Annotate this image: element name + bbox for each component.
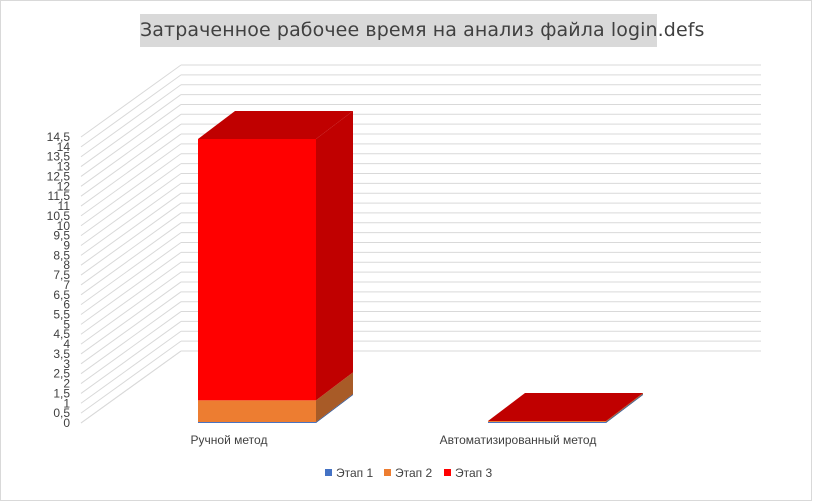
y-tick-label: 8 bbox=[63, 258, 70, 272]
y-tick-label: 0 bbox=[63, 416, 70, 430]
bar-side bbox=[606, 394, 643, 423]
y-tick-label: 5 bbox=[63, 317, 70, 331]
gridline-side bbox=[80, 163, 182, 237]
y-tick-label: 14 bbox=[57, 140, 71, 154]
gridline-side bbox=[80, 281, 182, 355]
y-tick-label: 4 bbox=[63, 337, 70, 351]
bar-top bbox=[198, 110, 353, 139]
y-axis-ticks: 00,511,522,533,544,555,566,577,588,599,5… bbox=[47, 130, 71, 430]
legend: Этап 1 Этап 2 Этап 3 bbox=[325, 466, 492, 480]
y-tick-label: 12 bbox=[57, 179, 71, 193]
bar-side bbox=[316, 372, 353, 423]
gridline-side bbox=[80, 113, 182, 187]
y-tick-label: 2 bbox=[63, 377, 70, 391]
y-tick-label: 3,5 bbox=[53, 347, 70, 361]
y-tick-label: 7 bbox=[63, 278, 70, 292]
y-tick-label: 1 bbox=[63, 396, 70, 410]
gridline-side bbox=[80, 173, 182, 246]
bars bbox=[198, 110, 643, 423]
gridline-side bbox=[80, 64, 182, 138]
y-tick-label: 6,5 bbox=[53, 288, 70, 302]
gridline-side bbox=[80, 271, 182, 345]
bar-side bbox=[316, 394, 353, 423]
gridline-side bbox=[80, 261, 182, 335]
y-tick-label: 10,5 bbox=[47, 209, 71, 223]
gridline-side bbox=[80, 301, 182, 375]
gridline-side bbox=[80, 340, 182, 414]
y-tick-label: 6 bbox=[63, 298, 70, 312]
y-tick-label: 13,5 bbox=[47, 150, 71, 164]
gridline-side bbox=[80, 143, 182, 217]
legend-label: Этап 3 bbox=[455, 466, 492, 480]
gridline-side bbox=[80, 311, 182, 384]
bar-segment bbox=[198, 372, 353, 423]
gridline-side bbox=[80, 104, 182, 177]
chart-title: Затраченное рабочее время на анализ файл… bbox=[140, 19, 705, 41]
gridline-side bbox=[80, 232, 182, 306]
y-tick-label: 10 bbox=[57, 219, 71, 233]
gridline-side bbox=[80, 212, 182, 286]
legend-swatch bbox=[384, 469, 391, 476]
legend-item: Этап 3 bbox=[444, 466, 492, 480]
gridline-side bbox=[80, 84, 182, 158]
legend-item: Этап 1 bbox=[325, 466, 373, 480]
bar-front bbox=[488, 422, 606, 423]
y-tick-label: 11 bbox=[58, 199, 71, 213]
bar-side bbox=[606, 393, 643, 423]
bar-segment bbox=[488, 393, 643, 423]
bar-segment bbox=[488, 394, 643, 423]
y-tick-label: 14,5 bbox=[47, 130, 71, 144]
category-label: Автоматизированный метод bbox=[440, 433, 597, 447]
y-tick-label: 11,5 bbox=[48, 189, 71, 203]
gridline-side bbox=[80, 182, 182, 256]
bar-front bbox=[198, 422, 316, 423]
bar-top bbox=[488, 393, 643, 422]
gridline-side bbox=[80, 192, 182, 266]
legend-swatch bbox=[444, 469, 451, 476]
floor-edge bbox=[80, 350, 182, 424]
gridline-side bbox=[80, 133, 182, 207]
gridline-side bbox=[80, 153, 182, 227]
legend-label: Этап 2 bbox=[395, 466, 432, 480]
gridline-side bbox=[80, 94, 182, 167]
gridline-side bbox=[80, 222, 182, 296]
gridline-side bbox=[80, 74, 182, 148]
bar-segment bbox=[198, 110, 353, 401]
gridline-side bbox=[80, 330, 182, 404]
y-tick-label: 3 bbox=[63, 357, 70, 371]
y-tick-label: 7,5 bbox=[53, 268, 70, 282]
y-tick-label: 8,5 bbox=[53, 248, 70, 262]
y-tick-label: 4,5 bbox=[53, 327, 70, 341]
category-label: Ручной метод bbox=[191, 433, 268, 447]
gridline-side bbox=[80, 251, 182, 325]
gridline-side bbox=[80, 242, 182, 315]
bar-side bbox=[316, 110, 353, 401]
legend-item: Этап 2 bbox=[384, 466, 432, 480]
chart-title-box: Затраченное рабочее время на анализ файл… bbox=[140, 14, 705, 47]
y-tick-label: 12,5 bbox=[47, 169, 71, 183]
bar-front bbox=[198, 138, 316, 401]
y-tick-label: 0,5 bbox=[53, 406, 70, 420]
bar-front bbox=[488, 421, 606, 423]
gridlines bbox=[80, 64, 761, 424]
gridline-side bbox=[80, 123, 182, 197]
gridline-side bbox=[80, 291, 182, 365]
legend-swatch bbox=[325, 469, 332, 476]
gridline-side bbox=[80, 321, 182, 394]
y-tick-label: 5,5 bbox=[53, 308, 70, 322]
y-tick-label: 1,5 bbox=[53, 386, 70, 400]
y-tick-label: 2,5 bbox=[53, 367, 70, 381]
y-tick-label: 9 bbox=[63, 238, 70, 252]
bar-front bbox=[198, 400, 316, 423]
gridline-side bbox=[80, 202, 182, 276]
y-tick-label: 9,5 bbox=[53, 229, 70, 243]
y-tick-label: 13 bbox=[57, 160, 71, 174]
category-labels: Ручной метод Автоматизированный метод bbox=[191, 433, 597, 447]
legend-label: Этап 1 bbox=[336, 466, 373, 480]
bar-segment bbox=[198, 394, 353, 423]
